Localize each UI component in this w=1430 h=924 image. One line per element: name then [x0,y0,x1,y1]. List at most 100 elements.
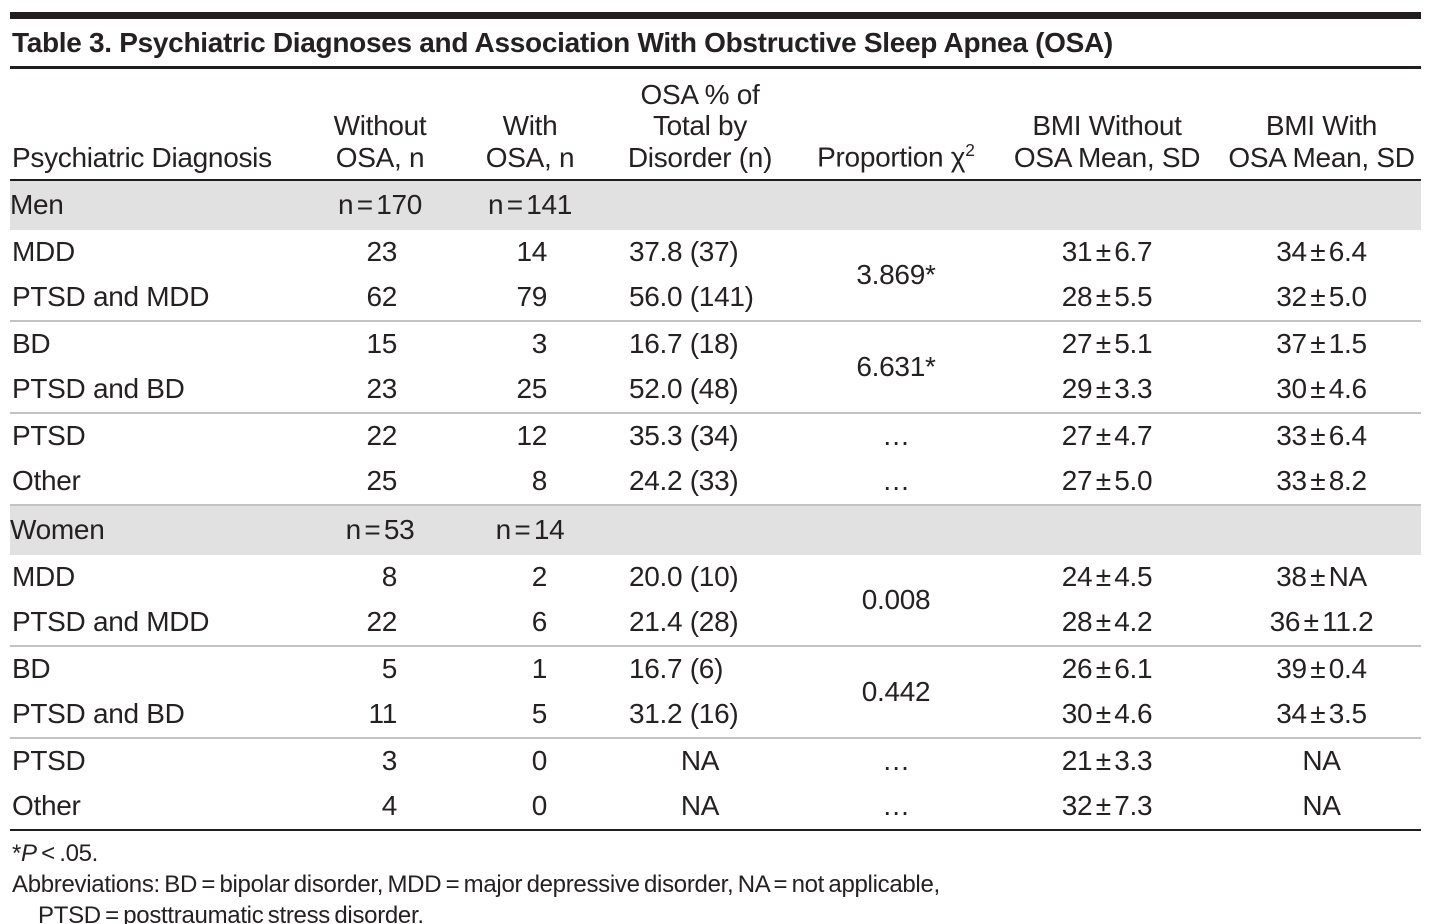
cell-with-osa: 79 [460,275,600,323]
cell-value: 8 [381,561,398,593]
cell-osa-pct: 24.2 (33) [600,459,800,507]
significance-p: P [21,840,37,868]
cell-bmi-with: 32 ± 5.0 [1222,275,1421,323]
cell-with-osa: 2 [460,555,600,600]
cell-bmi-without: 31 ± 6.7 [1061,236,1153,268]
cell-bmi-with: 34 ± 6.4 [1276,236,1367,268]
table-row: MDD 23 14 37.8 (37) 3.869* 31 ± 6.7 34 ±… [10,230,1421,323]
header-line: BMI With [1265,110,1378,142]
cell-without-osa: 15 [300,321,460,367]
header-line: OSA Mean, SD [1013,141,1201,173]
cell-osa-pct: 35.3 (34) [600,413,800,459]
significance-star: * [12,840,22,868]
row-label: PTSD [12,745,86,777]
cell-without-osa: 4 [300,784,460,829]
cell-with-osa: 0 [460,784,600,829]
table-row: PTSD and MDD 22 6 21.4 (28) 28 ± 4.2 36 … [10,600,1421,648]
cell-bmi-with: 38 ± NA [1276,561,1367,593]
cell-with-osa: 25 [460,367,600,415]
cell-value: 24.2 (33) [629,465,739,497]
header-line: OSA % of [640,79,760,110]
cell-without-osa: 25 [300,459,460,507]
cell-chi-square: 6.631* [800,321,992,415]
cell-chi-square: … [882,745,910,777]
cell-bmi-without: 28 ± 4.2 [992,600,1222,648]
table-row: PTSD and MDD 62 79 56.0 (141) 28 ± 5.5 3… [10,275,1421,323]
row-label: PTSD and BD [10,692,300,740]
header-line: BMI Without [1032,110,1182,142]
row-label: Other [12,790,81,822]
cell-osa-pct: 52.0 (48) [600,367,800,415]
section-label: Women [10,505,300,556]
header-line: With [502,110,558,142]
section-cell-empty [800,180,992,231]
cell-with-osa: 8 [460,459,600,507]
cell-without-osa: 23 [300,367,460,415]
row-label: MDD [12,561,75,593]
section-label: Men [10,180,300,231]
cell-without-osa: 22 [300,413,460,459]
table-row: Other 4 0 NA … 32 ± 7.3 NA [10,784,1421,829]
cell-value: 3 [381,745,398,777]
cell-bmi-without: 29 ± 3.3 [992,367,1222,415]
cell-osa-pct: NA [680,790,720,822]
row-label: PTSD and MDD [10,275,300,323]
cell-osa-pct: 21.4 (28) [600,600,800,648]
cell-osa-pct: 16.7 (6) [600,646,800,692]
row-label: PTSD and BD [10,367,300,415]
table-row: Other 25 8 24.2 (33) … 27 ± 5.0 33 ± 8.2 [10,459,1421,507]
section-cell-empty [992,180,1222,231]
cell-value: 23 [366,373,397,405]
cell-chi-square: 3.869* [800,230,992,323]
table-row: BD 15 3 16.7 (18) 6.631* 27 ± 5.1 37 ± 1… [10,321,1421,415]
table-row: PTSD 3 0 NA … 21 ± 3.3 NA [10,738,1421,784]
row-label: PTSD and MDD [10,600,300,648]
cell-bmi-without: 28 ± 5.5 [992,275,1222,323]
footnote-top-rule [10,829,1421,832]
cell-with-osa: 0 [460,738,600,784]
cell-value: 16.7 (6) [629,653,724,685]
cell-bmi-without: 27 ± 5.1 [1061,328,1153,360]
cell-without-osa: 5 [300,646,460,692]
cell-bmi-with: 36 ± 11.2 [1222,600,1421,648]
cell-with-osa: 1 [460,646,600,692]
column-header-proportion-chi-square: Proportion χ2 [800,69,992,182]
cell-with-osa: 14 [460,230,600,275]
cell-value: 3 [531,328,548,360]
cell-bmi-with: 33 ± 6.4 [1276,420,1367,452]
cell-bmi-without: 21 ± 3.3 [1061,745,1153,777]
cell-bmi-with: NA [1302,790,1341,822]
cell-bmi-with: 39 ± 0.4 [1276,653,1367,685]
table-row: PTSD 22 12 35.3 (34) … 27 ± 4.7 33 ± 6.4 [10,413,1421,459]
cell-osa-pct: 37.8 (37) [600,230,800,275]
cell-value: 4 [381,790,398,822]
row-label: Other [10,459,300,507]
section-without-n: n = 170 [300,180,460,231]
table-row: PTSD and BD 11 5 31.2 (16) 30 ± 4.6 34 ±… [10,692,1421,740]
cell-bmi-without: 30 ± 4.6 [992,692,1222,740]
footnote-abbreviations-line2: PTSD = posttraumatic stress disorder. [38,902,424,924]
section-without-n: n = 53 [300,505,460,556]
section-cell-empty [600,180,800,231]
cell-bmi-without: 27 ± 4.7 [1061,420,1153,452]
cell-without-osa: 22 [300,600,460,648]
cell-value: 23 [366,236,397,268]
cell-value: 0 [531,790,548,822]
section-cell-empty [800,505,992,556]
footnote-abbreviations-line1: Abbreviations: BD = bipolar disorder, MD… [12,871,940,899]
cell-value: 22 [366,606,397,638]
significance-rest: < .05. [36,840,99,868]
column-header-bmi-with-osa: BMI With OSA Mean, SD [1222,69,1421,182]
top-rule [10,12,1421,19]
cell-without-osa: 23 [300,230,460,275]
cell-chi-square: 0.008 [800,555,992,648]
cell-value: 37.8 (37) [629,236,739,268]
cell-value: 12 [516,420,547,452]
section-cell-empty [992,505,1222,556]
cell-with-osa: 6 [460,600,600,648]
footnotes: *P < .05. Abbreviations: BD = bipolar di… [10,831,1421,924]
psychiatric-osa-table: Psychiatric Diagnosis Without OSA, n With… [10,69,1421,829]
header-line: OSA, n [485,141,575,173]
cell-value: 25 [366,465,397,497]
cell-value: 20.0 (10) [629,561,739,593]
